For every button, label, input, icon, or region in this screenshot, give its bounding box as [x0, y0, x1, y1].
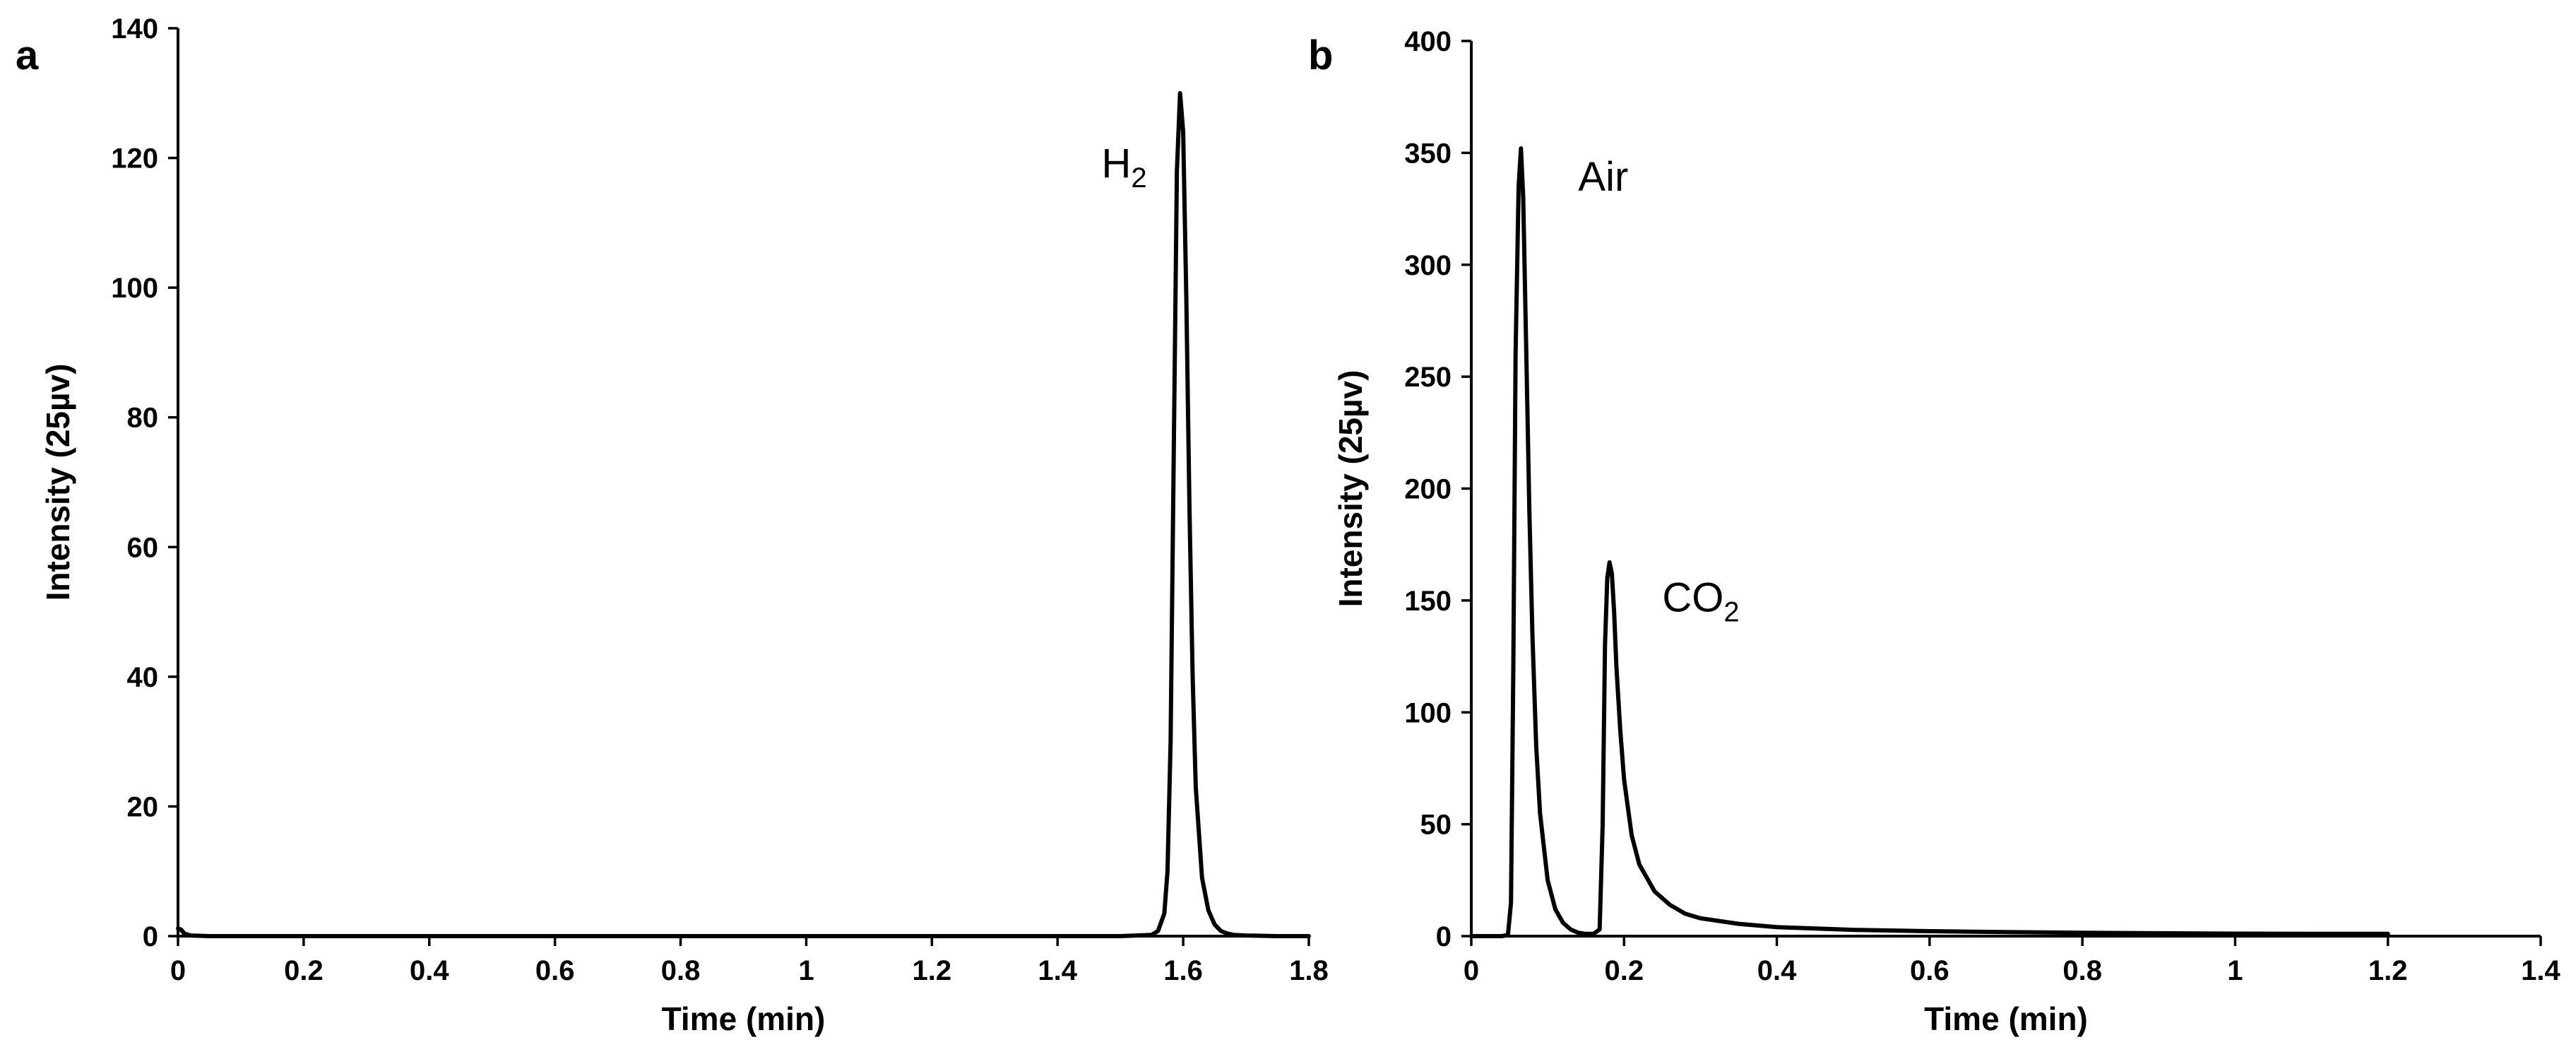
- x-tick-label: 1.2: [2368, 955, 2408, 986]
- y-tick-label: 20: [127, 791, 159, 822]
- series-line-b-0: [1469, 146, 2390, 938]
- peak-label-subscript: 2: [1131, 162, 1146, 194]
- x-axis-title: Time (min): [1924, 1000, 2088, 1037]
- x-tick-label: 0.8: [661, 955, 701, 986]
- y-tick-label: 50: [1420, 810, 1452, 841]
- y-tick-label: 250: [1404, 362, 1452, 393]
- peak-label-main: Air: [1578, 154, 1628, 200]
- x-tick-label: 0.4: [1757, 955, 1797, 986]
- x-tick-label: 1: [798, 955, 814, 986]
- y-tick-label: 150: [1404, 586, 1452, 617]
- peak-label: Air: [1578, 154, 1628, 200]
- peak-label-subscript: 2: [1723, 597, 1739, 628]
- x-tick-label: 1.4: [1038, 955, 1077, 986]
- x-axis-title: Time (min): [662, 1000, 826, 1037]
- panel-letter-b: b: [1308, 32, 1333, 78]
- x-tick-label: 1.8: [1289, 955, 1329, 986]
- peak-label: CO2: [1662, 575, 1739, 628]
- panel-letter-a: a: [16, 32, 39, 78]
- y-tick-label: 0: [143, 921, 158, 952]
- x-tick-label: 0.8: [2062, 955, 2102, 986]
- chart-panel-a: 0 20 40 60 80 100 120 140 0 0.2 0.4 0.6 0.8 1 1.2 1.4 1.…: [16, 13, 1329, 1037]
- x-tick-label: 0.2: [1604, 955, 1644, 986]
- x-tick-label: 1.6: [1163, 955, 1203, 986]
- x-tick-label: 1.2: [913, 955, 952, 986]
- y-tick-label: 40: [127, 662, 159, 693]
- y-tick-label: 0: [1436, 921, 1452, 952]
- x-tick-label: 1: [2227, 955, 2243, 986]
- x-tick-label: 0.4: [410, 955, 449, 986]
- y-axis-title: Intensity (25µv): [1332, 370, 1369, 608]
- y-tick-label: 120: [111, 143, 158, 175]
- x-tick-label: 0.6: [535, 955, 575, 986]
- y-tick-label: 400: [1404, 26, 1452, 57]
- y-axis-title: Intensity (25µv): [40, 364, 76, 601]
- x-tick-label: 1.4: [2521, 955, 2560, 986]
- y-tick-label: 100: [111, 273, 158, 304]
- y-tick-label: 300: [1404, 250, 1452, 281]
- peak-label: H2: [1101, 141, 1146, 194]
- peak-label-main: CO: [1662, 575, 1723, 621]
- y-tick-label: 60: [127, 532, 159, 563]
- y-tick-label: 100: [1404, 697, 1452, 728]
- x-tick-label: 0: [1464, 955, 1479, 986]
- x-tick-label: 0.6: [1910, 955, 1949, 986]
- chart-panel-b: 0 50 100 150 200 250 300 350 400 0 0.2 0.4 0.6 0.8 1 1.…: [1308, 26, 2561, 1037]
- y-tick-label: 200: [1404, 474, 1452, 505]
- x-tick-label: 0.2: [284, 955, 324, 986]
- peak-label-main: H: [1101, 141, 1131, 187]
- x-tick-label: 0: [170, 955, 186, 986]
- series-line-a-0: [176, 90, 1311, 938]
- y-tick-label: 350: [1404, 138, 1452, 169]
- y-tick-label: 80: [127, 403, 159, 434]
- y-tick-label: 140: [111, 13, 158, 45]
